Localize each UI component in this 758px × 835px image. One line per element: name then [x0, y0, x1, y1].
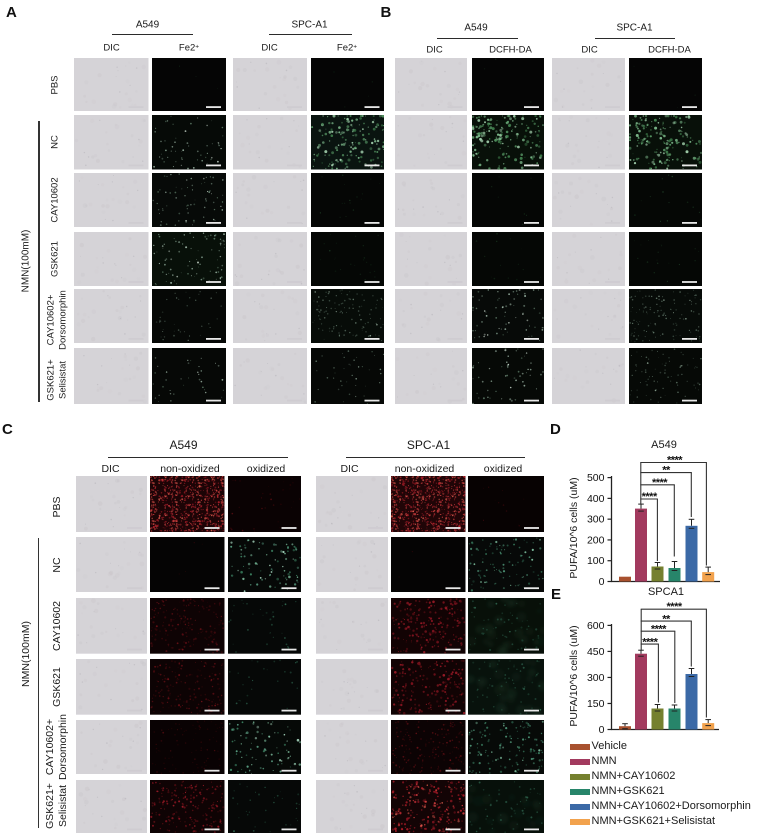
svg-text:****: ****: [642, 491, 658, 503]
svg-text:200: 200: [587, 534, 605, 546]
svg-text:450: 450: [587, 646, 605, 658]
svg-text:500: 500: [587, 472, 605, 484]
svg-text:400: 400: [587, 493, 605, 505]
svg-text:****: ****: [652, 477, 668, 489]
svg-text:**: **: [662, 613, 671, 625]
svg-text:100: 100: [587, 555, 605, 567]
svg-text:0: 0: [599, 724, 605, 736]
svg-text:0: 0: [599, 576, 605, 588]
svg-text:300: 300: [587, 672, 605, 684]
svg-text:****: ****: [667, 601, 683, 613]
svg-text:150: 150: [587, 698, 605, 710]
svg-text:600: 600: [587, 620, 605, 632]
svg-text:300: 300: [587, 514, 605, 526]
svg-text:****: ****: [651, 623, 667, 635]
svg-text:****: ****: [667, 455, 683, 467]
svg-text:****: ****: [642, 636, 658, 648]
svg-text:**: **: [662, 465, 671, 477]
